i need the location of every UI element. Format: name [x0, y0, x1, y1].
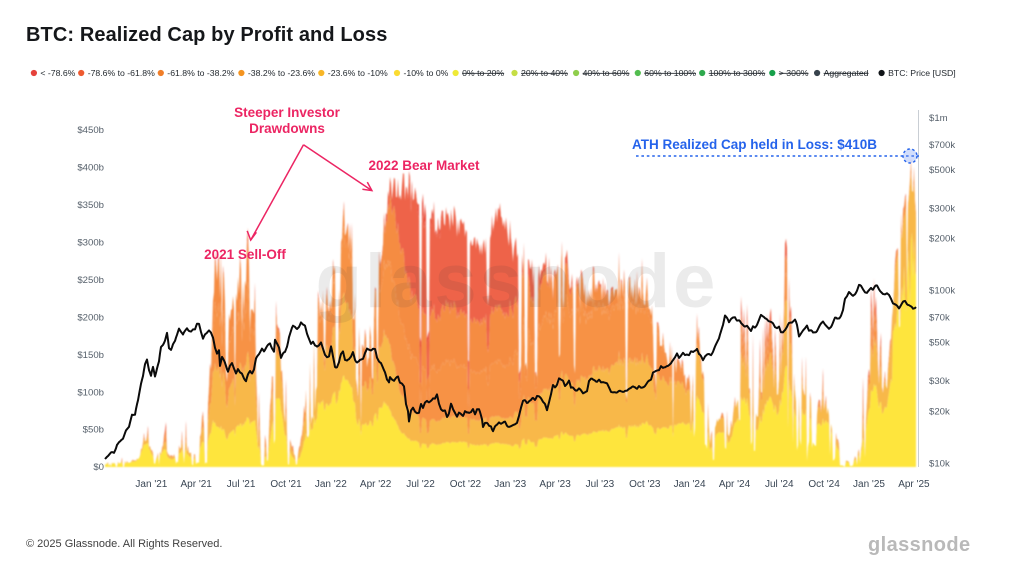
svg-text:40% to 60%: 40% to 60%	[583, 68, 630, 78]
svg-text:$20k: $20k	[929, 406, 950, 417]
svg-text:Steeper Investor: Steeper Investor	[234, 105, 341, 120]
svg-text:$200k: $200k	[929, 234, 955, 245]
svg-text:$30k: $30k	[929, 376, 950, 387]
svg-text:2022 Bear Market: 2022 Bear Market	[368, 158, 480, 173]
svg-text:$200b: $200b	[77, 312, 104, 323]
svg-text:Drawdowns: Drawdowns	[249, 121, 325, 136]
svg-text:Jan '25: Jan '25	[853, 479, 885, 490]
svg-text:$10k: $10k	[929, 458, 950, 469]
svg-text:100% to 300%: 100% to 300%	[709, 68, 766, 78]
svg-text:$0: $0	[93, 462, 104, 473]
svg-text:$50b: $50b	[83, 425, 104, 436]
svg-text:Jul '23: Jul '23	[586, 479, 615, 490]
svg-text:$300k: $300k	[929, 203, 955, 214]
svg-text:0% to 20%: 0% to 20%	[462, 68, 504, 78]
svg-text:-10% to 0%: -10% to 0%	[404, 68, 449, 78]
svg-text:$300b: $300b	[77, 237, 104, 248]
svg-text:20% to 40%: 20% to 40%	[521, 68, 568, 78]
svg-text:Jan '21: Jan '21	[135, 479, 167, 490]
svg-text:Oct '22: Oct '22	[450, 479, 482, 490]
svg-text:$450b: $450b	[77, 125, 104, 136]
svg-text:Oct '24: Oct '24	[808, 479, 840, 490]
svg-text:Oct '21: Oct '21	[270, 479, 302, 490]
svg-text:$1m: $1m	[929, 113, 948, 124]
svg-text:BTC: Realized Cap by Profit an: BTC: Realized Cap by Profit and Loss	[26, 24, 387, 46]
svg-text:Apr '25: Apr '25	[898, 479, 930, 490]
svg-text:Jul '21: Jul '21	[227, 479, 256, 490]
svg-text:Jul '22: Jul '22	[406, 479, 435, 490]
svg-text:-38.2% to -23.6%: -38.2% to -23.6%	[248, 68, 315, 78]
svg-text:$400b: $400b	[77, 163, 104, 174]
svg-text:$250b: $250b	[77, 275, 104, 286]
svg-text:$150b: $150b	[77, 350, 104, 361]
svg-text:$500k: $500k	[929, 165, 955, 176]
svg-text:glassnode: glassnode	[868, 534, 971, 556]
svg-text:Jan '22: Jan '22	[315, 479, 347, 490]
svg-text:-23.6% to -10%: -23.6% to -10%	[328, 68, 388, 78]
svg-text:glassnode: glassnode	[316, 239, 719, 324]
svg-text:Apr '22: Apr '22	[360, 479, 392, 490]
svg-text:$700k: $700k	[929, 140, 955, 151]
svg-text:-78.6% to -61.8%: -78.6% to -61.8%	[88, 68, 155, 78]
svg-text:© 2025 Glassnode. All Rights R: © 2025 Glassnode. All Rights Reserved.	[26, 538, 222, 550]
svg-text:ATH Realized Cap held in Loss:: ATH Realized Cap held in Loss: $410B	[632, 137, 877, 152]
svg-text:Apr '24: Apr '24	[719, 479, 751, 490]
svg-text:$350b: $350b	[77, 200, 104, 211]
svg-text:Jul '24: Jul '24	[765, 479, 794, 490]
svg-text:Oct '23: Oct '23	[629, 479, 661, 490]
svg-text:$70k: $70k	[929, 313, 950, 324]
svg-text:< -78.6%: < -78.6%	[40, 68, 75, 78]
svg-text:-61.8% to -38.2%: -61.8% to -38.2%	[167, 68, 234, 78]
svg-text:Aggregated: Aggregated	[824, 68, 869, 78]
svg-text:$100b: $100b	[77, 387, 104, 398]
svg-text:Apr '23: Apr '23	[539, 479, 571, 490]
svg-text:> 300%: > 300%	[779, 68, 809, 78]
svg-text:Jan '23: Jan '23	[494, 479, 526, 490]
svg-text:2021 Sell-Off: 2021 Sell-Off	[204, 247, 286, 262]
svg-text:$50k: $50k	[929, 338, 950, 349]
svg-text:BTC: Price [USD]: BTC: Price [USD]	[888, 68, 956, 78]
svg-text:Apr '21: Apr '21	[181, 479, 213, 490]
svg-text:Jan '24: Jan '24	[674, 479, 706, 490]
svg-text:$100k: $100k	[929, 286, 955, 297]
svg-text:60% to 100%: 60% to 100%	[644, 68, 696, 78]
